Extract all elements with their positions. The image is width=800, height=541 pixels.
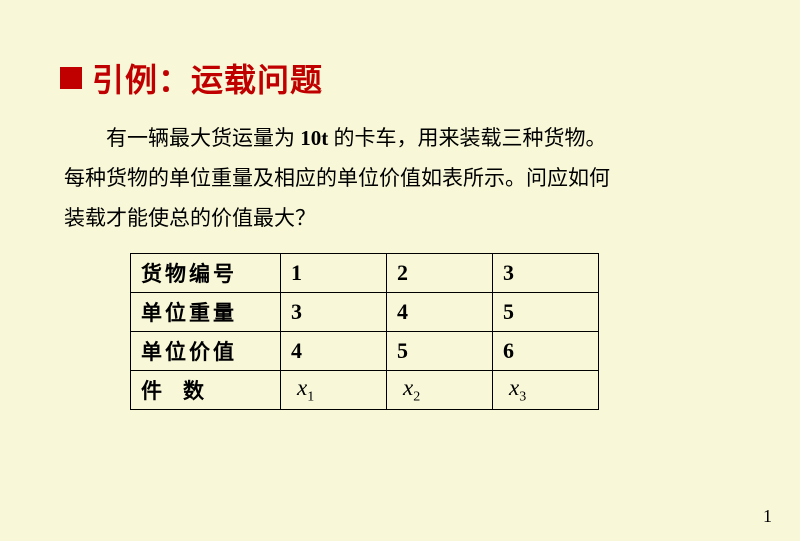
- cell: 4: [281, 331, 387, 370]
- var-x: x: [297, 375, 307, 400]
- var-sub: 1: [307, 389, 314, 404]
- row-label: 件 数: [131, 370, 281, 410]
- cell: 1: [281, 253, 387, 292]
- row-label: 单位重量: [131, 292, 281, 331]
- cell: 6: [493, 331, 599, 370]
- cell: 5: [387, 331, 493, 370]
- cell-var: x2: [387, 370, 493, 410]
- cell-var: x1: [281, 370, 387, 410]
- cell-var: x3: [493, 370, 599, 410]
- cell: 3: [493, 253, 599, 292]
- title-row: 引例：运载问题: [60, 55, 740, 101]
- row-label: 单位价值: [131, 331, 281, 370]
- para-line-3: 装载才能使总的价值最大？: [64, 199, 740, 239]
- table-row: 货物编号 1 2 3: [131, 253, 599, 292]
- para-line-1: 有一辆最大货运量为 10t 的卡车，用来装载三种货物。: [64, 119, 740, 159]
- var-x: x: [403, 375, 413, 400]
- table-row: 单位重量 3 4 5: [131, 292, 599, 331]
- cell: 5: [493, 292, 599, 331]
- square-bullet-icon: [60, 67, 82, 89]
- text-bold-10t: 10t: [300, 126, 328, 150]
- cargo-table: 货物编号 1 2 3 单位重量 3 4 5 单位价值 4 5 6 件 数 x1 …: [130, 253, 599, 411]
- row-label: 货物编号: [131, 253, 281, 292]
- body-paragraph: 有一辆最大货运量为 10t 的卡车，用来装载三种货物。 每种货物的单位重量及相应…: [64, 119, 740, 239]
- slide-content: 引例：运载问题 有一辆最大货运量为 10t 的卡车，用来装载三种货物。 每种货物…: [0, 0, 800, 410]
- var-sub: 3: [519, 389, 526, 404]
- var-sub: 2: [413, 389, 420, 404]
- slide-title: 引例：运载问题: [92, 55, 323, 101]
- text-pre: 有一辆最大货运量为: [106, 126, 300, 150]
- cell: 4: [387, 292, 493, 331]
- var-x: x: [509, 375, 519, 400]
- cell: 2: [387, 253, 493, 292]
- para-line-2: 每种货物的单位重量及相应的单位价值如表所示。问应如何: [64, 159, 740, 199]
- page-number: 1: [763, 506, 772, 527]
- cell: 3: [281, 292, 387, 331]
- text-post: 的卡车，用来装载三种货物。: [328, 126, 606, 150]
- table-row: 单位价值 4 5 6: [131, 331, 599, 370]
- table-row: 件 数 x1 x2 x3: [131, 370, 599, 410]
